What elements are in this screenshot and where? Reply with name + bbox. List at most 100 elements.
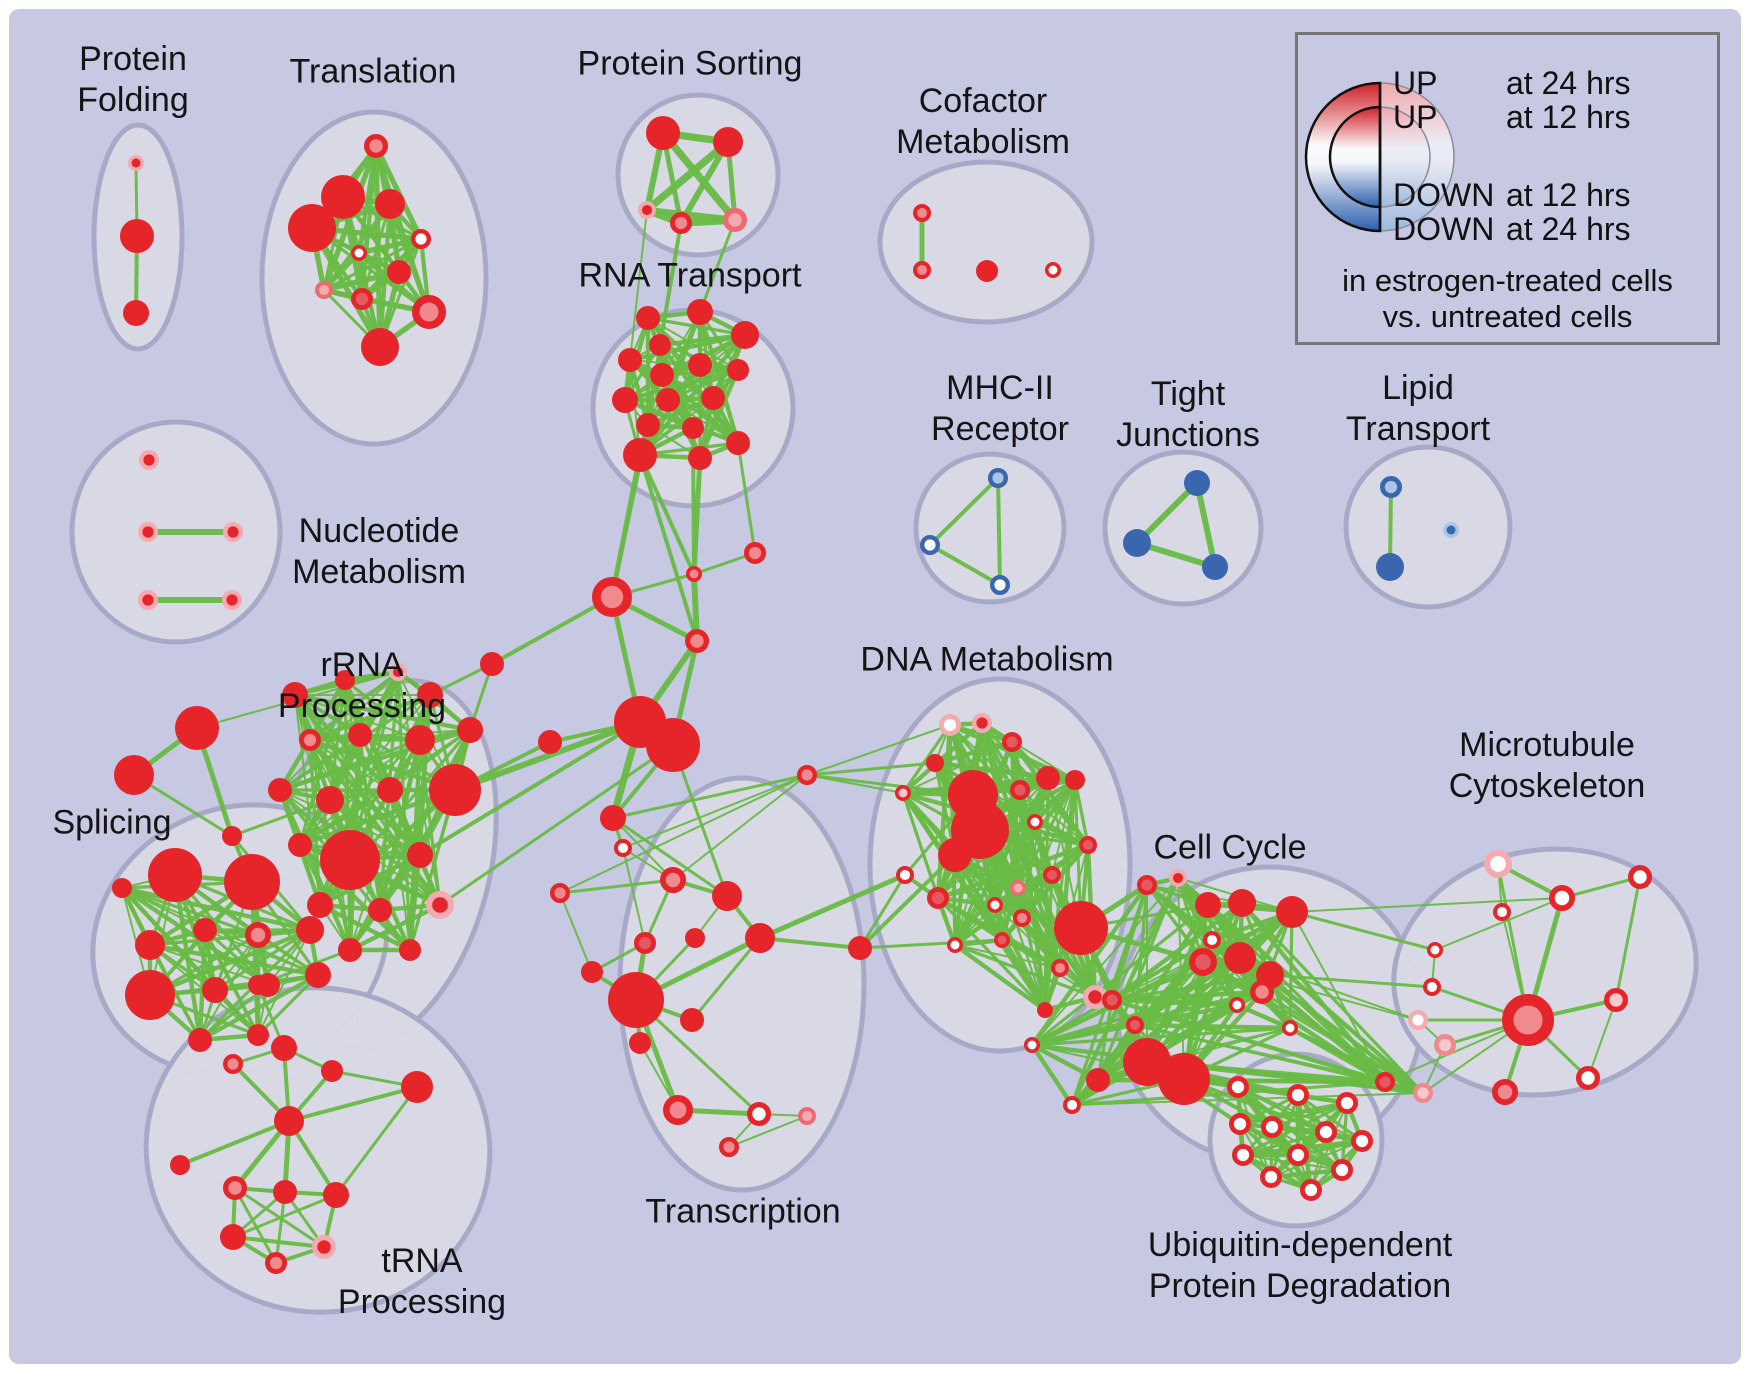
edge xyxy=(1043,873,1054,1012)
connector-node xyxy=(797,765,818,786)
edge xyxy=(657,342,741,446)
edge xyxy=(1109,997,1240,1008)
node-rna xyxy=(636,306,660,330)
connector-node xyxy=(480,652,504,676)
node-pf xyxy=(127,154,144,171)
node-cc xyxy=(1024,1037,1041,1054)
edge xyxy=(667,399,739,444)
edge xyxy=(299,739,421,846)
node-tr xyxy=(680,1008,704,1032)
edge xyxy=(638,453,699,643)
connector-node xyxy=(538,730,562,754)
edge xyxy=(1291,897,1563,913)
node-ps xyxy=(669,211,692,234)
node-rrna xyxy=(457,717,483,743)
edge xyxy=(928,476,1000,547)
edge xyxy=(900,720,985,796)
edge xyxy=(728,1115,808,1148)
edge xyxy=(805,761,937,777)
node-rna xyxy=(688,353,712,377)
edge xyxy=(858,938,1004,950)
node-tight xyxy=(1184,470,1210,496)
edge xyxy=(328,798,422,857)
node-tr xyxy=(747,1102,772,1127)
edge xyxy=(697,367,741,461)
node-mt xyxy=(1422,977,1441,996)
edge xyxy=(1132,1022,1293,1031)
node-cc xyxy=(1168,868,1187,887)
edge xyxy=(1001,887,1019,941)
node-nuc xyxy=(138,450,159,471)
edge xyxy=(1031,877,1179,1046)
node-dna xyxy=(1012,908,1031,927)
node-spl xyxy=(193,918,217,942)
connector-node xyxy=(222,826,242,846)
edge xyxy=(928,543,1002,587)
edge xyxy=(1194,480,1218,570)
node-cc xyxy=(1062,1095,1081,1114)
edge xyxy=(1110,973,1272,1002)
node-mt xyxy=(1604,988,1629,1013)
node-mt xyxy=(1491,1078,1518,1105)
edge xyxy=(308,670,400,742)
cluster-ellipse-lip xyxy=(1343,444,1513,610)
legend-inner-12h-saturated xyxy=(1328,105,1382,209)
edge xyxy=(559,892,593,973)
edge xyxy=(1021,779,1076,919)
node-dna xyxy=(926,754,944,772)
node-rrna xyxy=(299,728,322,751)
edge xyxy=(757,872,908,941)
connector-node xyxy=(686,566,703,583)
edge xyxy=(994,821,1036,906)
edge xyxy=(408,788,457,952)
node-rna xyxy=(687,299,713,325)
node-nuc xyxy=(221,590,242,611)
cluster-ellipse-cof xyxy=(877,159,1095,325)
legend-direction: UP xyxy=(1393,65,1438,101)
node-cc xyxy=(1195,892,1221,918)
edge xyxy=(287,1085,419,1123)
edge xyxy=(256,973,320,1037)
node-rna xyxy=(726,431,750,455)
node-rrna xyxy=(282,682,308,708)
edge xyxy=(298,788,392,847)
node-rna xyxy=(682,417,704,439)
node-nuc xyxy=(222,522,243,543)
edge xyxy=(292,692,393,793)
node-trna xyxy=(265,1252,288,1275)
node-dna xyxy=(1010,880,1027,897)
edge xyxy=(1019,915,1063,971)
node-ub xyxy=(1232,1144,1255,1167)
node-cc xyxy=(1229,997,1246,1014)
edge xyxy=(612,817,674,881)
node-dna xyxy=(1042,865,1061,884)
node-rrna xyxy=(316,786,344,814)
edge xyxy=(952,942,1048,1013)
node-tr xyxy=(797,1106,816,1125)
edge xyxy=(197,927,208,1043)
edge xyxy=(611,816,729,898)
edge xyxy=(1073,778,1090,847)
edge xyxy=(307,692,433,743)
edge xyxy=(1000,938,1062,970)
edge xyxy=(992,902,1048,1013)
node-ub xyxy=(1351,1130,1374,1153)
node-lip xyxy=(1443,522,1460,539)
node-spl xyxy=(112,878,132,898)
node-tl xyxy=(351,288,374,311)
node-ps xyxy=(646,116,680,150)
edge xyxy=(452,719,643,793)
node-tl xyxy=(375,189,405,219)
edge xyxy=(1270,1140,1363,1178)
node-dna xyxy=(1002,732,1023,753)
edge xyxy=(1146,1027,1291,1063)
node-trna xyxy=(312,1235,337,1260)
node-lip xyxy=(1376,553,1404,581)
edge xyxy=(629,209,648,361)
node-spl xyxy=(188,1028,212,1052)
node-dna xyxy=(994,932,1011,949)
node-lip xyxy=(1380,476,1403,499)
node-trna xyxy=(401,1071,433,1103)
